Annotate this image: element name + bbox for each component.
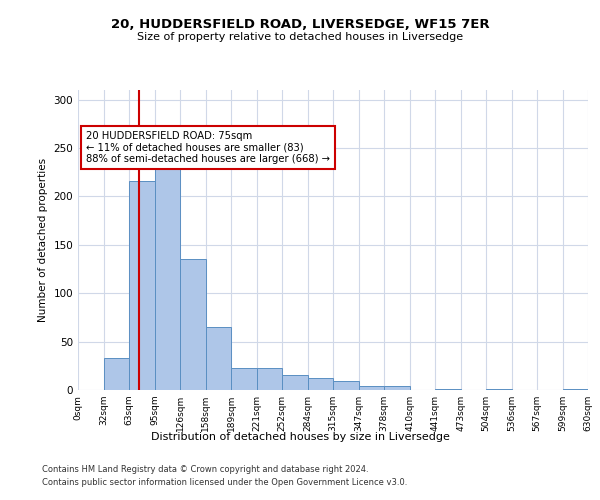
Bar	[486, 389, 512, 390]
Bar	[308, 378, 333, 390]
Text: Size of property relative to detached houses in Liversedge: Size of property relative to detached ho…	[137, 32, 463, 42]
Bar	[155, 155, 180, 390]
Bar	[333, 382, 359, 390]
Text: 20, HUDDERSFIELD ROAD, LIVERSEDGE, WF15 7ER: 20, HUDDERSFIELD ROAD, LIVERSEDGE, WF15 …	[110, 18, 490, 30]
Bar	[435, 389, 461, 390]
Bar	[231, 368, 257, 390]
Text: Contains HM Land Registry data © Crown copyright and database right 2024.: Contains HM Land Registry data © Crown c…	[42, 466, 368, 474]
Text: Contains public sector information licensed under the Open Government Licence v3: Contains public sector information licen…	[42, 478, 407, 487]
Bar	[206, 327, 231, 390]
Bar	[563, 389, 588, 390]
Bar	[257, 368, 282, 390]
Y-axis label: Number of detached properties: Number of detached properties	[38, 158, 48, 322]
Text: 20 HUDDERSFIELD ROAD: 75sqm
← 11% of detached houses are smaller (83)
88% of sem: 20 HUDDERSFIELD ROAD: 75sqm ← 11% of det…	[86, 130, 330, 164]
Bar	[104, 358, 129, 390]
Text: Distribution of detached houses by size in Liversedge: Distribution of detached houses by size …	[151, 432, 449, 442]
Bar	[384, 386, 410, 390]
Bar	[129, 181, 155, 390]
Bar	[180, 260, 206, 390]
Bar	[359, 386, 384, 390]
Bar	[282, 376, 308, 390]
